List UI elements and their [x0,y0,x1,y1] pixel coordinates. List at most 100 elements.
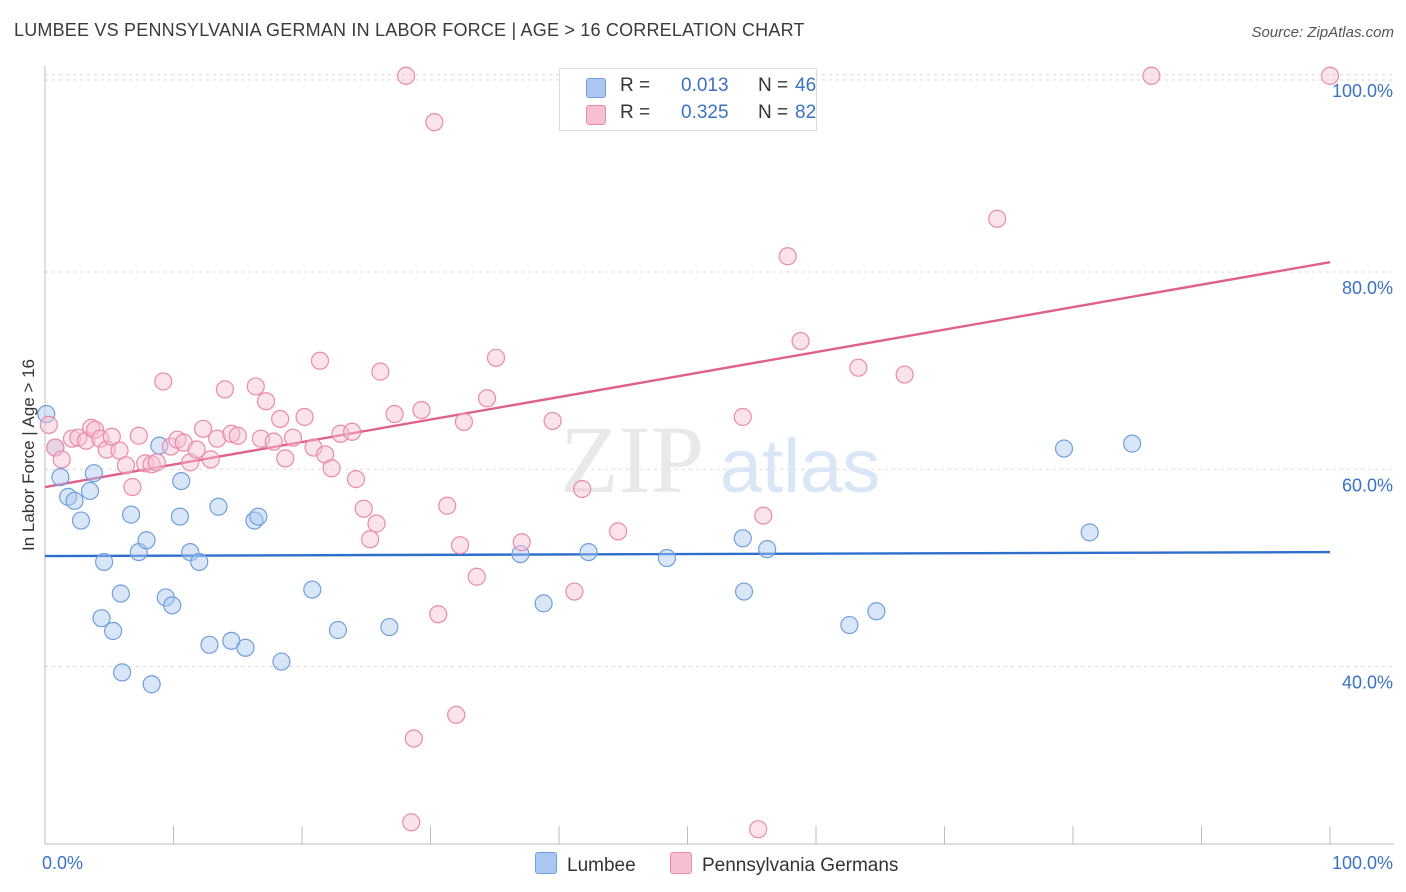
lumbee-point [92,609,111,628]
lumbee-point [209,497,228,516]
pennsylvania-germans-point [749,820,768,839]
lumbee-point [111,584,130,603]
pennsylvania-germans-point [228,426,247,445]
pennsylvania-germans-point [187,440,206,459]
legend-r-value: 0.013 [681,75,729,96]
pennsylvania-germans-point [396,66,416,85]
pennsylvania-germans-point [304,438,323,457]
bottom-legend-swatch-lumbee [535,852,557,874]
lumbee-point [121,505,141,524]
pennsylvania-germans-point [412,400,431,420]
pennsylvania-germans-point [477,389,497,408]
lumbee-point [303,580,322,599]
bottom-legend-swatch-pennsylvania-germans [670,852,692,874]
lumbee-point [758,540,777,559]
chart-title: LUMBEE VS PENNSYLVANIA GERMAN IN LABOR F… [14,20,805,40]
legend-swatch-lumbee [586,78,606,98]
bottom-legend-pennsylvania-germans: Pennsylvania Germans [670,852,898,877]
y-tick-label: 80.0% [1342,278,1393,298]
legend-n-value: 46 [795,75,817,96]
pennsylvania-germans-point [849,358,868,377]
pennsylvania-germans-point [129,426,148,445]
pennsylvania-germans-point [1320,66,1340,85]
pennsylvania-germans-point [222,424,241,443]
lumbee-point [172,471,191,491]
pennsylvania-germans-point [438,496,457,515]
pennsylvania-germans-point [565,582,584,601]
pennsylvania-germans-point [733,407,752,427]
pennsylvania-germans-point [343,422,362,441]
pennsylvania-germans-point [361,530,380,549]
lumbee-point [112,663,132,682]
pennsylvania-germans-point [276,449,295,468]
lumbee-point [51,468,70,487]
y-tick-label: 60.0% [1342,475,1393,495]
pennsylvania-germans-point [39,415,58,434]
lumbee-point [733,529,752,548]
lumbee-point [579,542,598,562]
pennsylvania-germans-point [123,477,142,497]
lumbee-point [272,652,291,671]
pennsylvania-germans-point [193,419,213,438]
pennsylvania-germans-point [988,209,1007,228]
lumbee-point [71,511,91,530]
y-tick-label: 40.0% [1342,672,1393,692]
pennsylvania-germans-point [778,247,797,266]
grid-lines [45,74,1394,667]
axes [44,66,1394,845]
lumbee-point [236,638,255,657]
pennsylvania-germans-point [429,605,448,624]
lumbee-point [104,621,123,641]
pennsylvania-germans-point [404,729,423,748]
pennsylvania-germans-point [354,499,373,518]
pennsylvania-germans-point [91,429,110,448]
bottom-legend-label-lumbee: Lumbee [567,855,636,876]
pennsylvania-germans-point [402,813,421,832]
pennsylvania-germans-point [154,372,173,391]
bottom-legend-label-pennsylvania-germans: Pennsylvania Germans [702,855,899,876]
correlation-legend: R = 0.013 N = 46 R = 0.325 N = 82 [559,68,817,131]
legend-r-label: R = [620,102,651,123]
lumbee-point [95,552,114,572]
legend-r-value: 0.325 [681,102,729,123]
pennsylvania-germans-point [62,429,82,448]
pennsylvania-germans-point [609,522,628,541]
y-axis-label: In Labor Force | Age > 16 [19,359,38,551]
lumbee-point [1054,439,1074,458]
pennsylvania-germans-point [467,567,486,586]
lumbee-point [249,507,268,526]
pennsylvania-germans-point [283,428,303,447]
legend-n-value: 82 [795,102,817,123]
lumbee-point [734,582,754,601]
pennsylvania-germans-point [385,404,404,424]
pennsylvania-germans-point [295,407,314,427]
pennsylvania-germans-point [208,429,227,448]
legend-n-label: N = [758,102,789,123]
lumbee-point [163,596,182,615]
pennsylvania-germans-point [102,427,121,446]
pennsylvania-germans-point [486,348,506,367]
x-tick-label: 0.0% [42,853,83,873]
pennsylvania-germans-point [322,459,341,478]
pennsylvania-germans-point [246,377,265,396]
source-label: Source: ZipAtlas.com [1251,24,1394,41]
watermark-zip: ZIP [560,406,704,513]
pennsylvania-germans-point [454,412,474,432]
lumbee-point [840,615,859,635]
pennsylvania-germans-point [271,409,290,429]
lumbee-trend-line [44,550,1331,558]
pennsylvania-germans-point [450,536,470,555]
lumbee-point [867,602,886,621]
lumbee-point [170,507,190,526]
pennsylvania-germans-trend-line [44,260,1331,489]
pennsylvania-germans-point [201,450,220,469]
lumbee-point [137,531,156,550]
trend-lines [44,260,1331,558]
pennsylvania-germans-point [52,450,71,469]
pennsylvania-germans-point [147,453,166,472]
pennsylvania-germans-point [215,380,234,399]
lumbee-point [190,552,209,572]
lumbee-point [37,404,56,424]
y-tick-label: 100.0% [1332,81,1393,101]
